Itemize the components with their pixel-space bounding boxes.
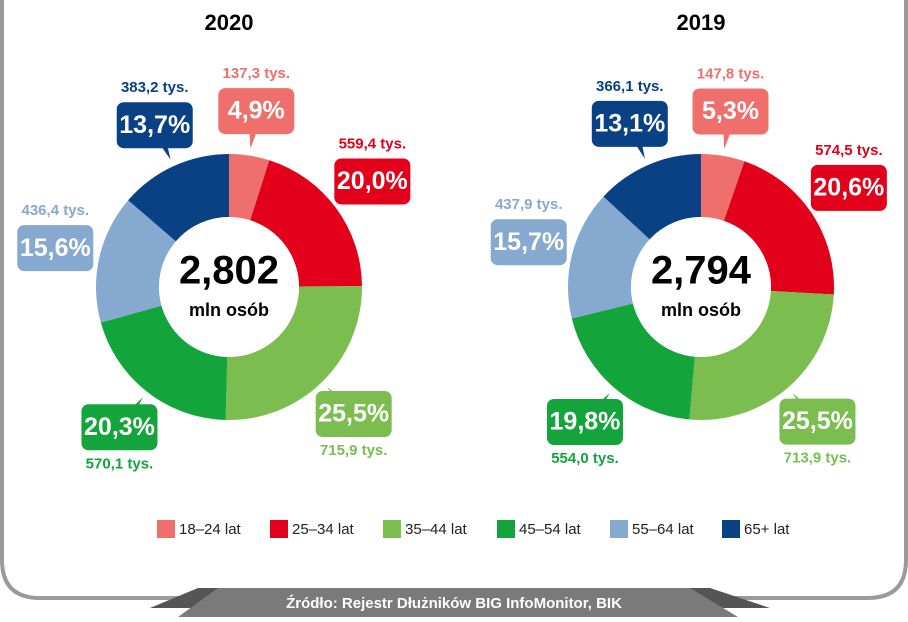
slice <box>100 305 228 420</box>
slice <box>723 161 835 295</box>
count-label: 713,9 tys. <box>784 450 852 467</box>
count-label: 559,4 tys. <box>339 135 407 152</box>
center-value: 2,794 <box>651 249 752 293</box>
center-label: mln osób <box>189 300 269 320</box>
legend-swatch <box>157 520 175 538</box>
count-label: 554,0 tys. <box>551 450 619 467</box>
bubble <box>116 102 193 149</box>
percent-label: 13,7% <box>119 111 190 139</box>
bubble <box>17 225 94 272</box>
slice <box>568 196 650 319</box>
chart-title: 2020 <box>205 10 254 35</box>
center-label: mln osób <box>661 300 741 320</box>
slice <box>229 154 270 221</box>
percent-label: 19,8% <box>550 408 621 436</box>
bubble <box>546 398 623 445</box>
source: Źródło: Rejestr Dłużników BIG InfoMonito… <box>286 595 622 612</box>
slice <box>689 290 834 420</box>
bubble <box>692 88 769 135</box>
percent-label: 20,0% <box>337 167 408 195</box>
percent-label: 25,5% <box>782 407 853 435</box>
legend-swatch <box>270 520 288 538</box>
count-label: 574,5 tys. <box>815 142 883 159</box>
legend-swatch <box>610 520 628 538</box>
bubble <box>334 158 411 205</box>
percent-label: 25,5% <box>318 400 389 428</box>
count-label: 147,8 tys. <box>697 65 765 82</box>
chart-title: 2019 <box>677 10 726 35</box>
legend-label: 45–54 lat <box>519 521 582 538</box>
count-label: 715,9 tys. <box>320 442 388 459</box>
percent-label: 20,6% <box>813 173 884 201</box>
count-label: 436,4 tys. <box>22 202 90 219</box>
legend-swatch <box>722 520 740 538</box>
slice <box>128 154 229 242</box>
slice <box>701 154 745 221</box>
source-band <box>178 588 738 617</box>
slice <box>96 200 176 323</box>
slice <box>250 160 362 287</box>
legend-swatch <box>383 520 401 538</box>
count-label: 383,2 tys. <box>121 79 189 96</box>
bubble <box>490 219 567 266</box>
center-disc <box>159 217 299 357</box>
center-disc <box>631 217 771 357</box>
bubble <box>81 404 158 451</box>
legend-label: 65+ lat <box>744 521 790 538</box>
count-label: 366,1 tys. <box>596 78 664 95</box>
bubble <box>218 88 295 135</box>
percent-label: 15,6% <box>20 234 91 262</box>
percent-label: 4,9% <box>228 97 285 125</box>
bubble <box>810 164 887 211</box>
percent-label: 5,3% <box>702 97 759 125</box>
percent-label: 20,3% <box>84 413 155 441</box>
center-value: 2,802 <box>179 249 279 293</box>
count-label: 137,3 tys. <box>223 65 291 82</box>
count-label: 570,1 tys. <box>86 455 154 472</box>
slice <box>571 303 695 420</box>
legend-label: 18–24 lat <box>179 521 242 538</box>
slice <box>225 286 362 421</box>
bubble <box>779 398 856 445</box>
bubble <box>591 100 668 147</box>
legend-label: 55–64 lat <box>632 521 695 538</box>
legend-label: 25–34 lat <box>292 521 355 538</box>
percent-label: 13,1% <box>594 109 665 137</box>
bubble <box>315 391 392 438</box>
percent-label: 15,7% <box>493 228 564 256</box>
legend-swatch <box>497 520 515 538</box>
count-label: 437,9 tys. <box>495 196 563 213</box>
slice <box>603 154 701 240</box>
legend-label: 35–44 lat <box>405 521 468 538</box>
